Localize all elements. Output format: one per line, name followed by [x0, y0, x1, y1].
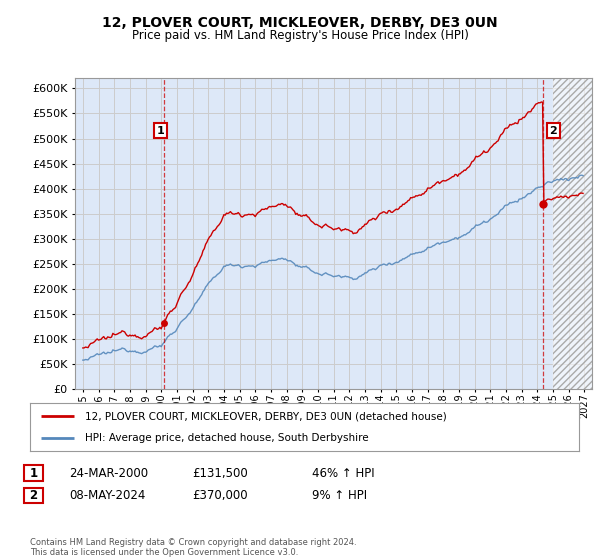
Text: 08-MAY-2024: 08-MAY-2024 [69, 489, 145, 502]
Text: £131,500: £131,500 [192, 466, 248, 480]
Text: 24-MAR-2000: 24-MAR-2000 [69, 466, 148, 480]
Text: 1: 1 [29, 466, 38, 480]
Text: Contains HM Land Registry data © Crown copyright and database right 2024.
This d: Contains HM Land Registry data © Crown c… [30, 538, 356, 557]
Text: 12, PLOVER COURT, MICKLEOVER, DERBY, DE3 0UN: 12, PLOVER COURT, MICKLEOVER, DERBY, DE3… [102, 16, 498, 30]
Text: 46% ↑ HPI: 46% ↑ HPI [312, 466, 374, 480]
Text: 12, PLOVER COURT, MICKLEOVER, DERBY, DE3 0UN (detached house): 12, PLOVER COURT, MICKLEOVER, DERBY, DE3… [85, 411, 446, 421]
Text: 2: 2 [550, 125, 557, 136]
Bar [553, 78, 600, 389]
Text: 1: 1 [157, 125, 164, 136]
Bar [553, 78, 600, 389]
Text: Price paid vs. HM Land Registry's House Price Index (HPI): Price paid vs. HM Land Registry's House … [131, 29, 469, 42]
Text: HPI: Average price, detached house, South Derbyshire: HPI: Average price, detached house, Sout… [85, 433, 368, 443]
Text: 2: 2 [29, 489, 38, 502]
Text: £370,000: £370,000 [192, 489, 248, 502]
Text: 9% ↑ HPI: 9% ↑ HPI [312, 489, 367, 502]
